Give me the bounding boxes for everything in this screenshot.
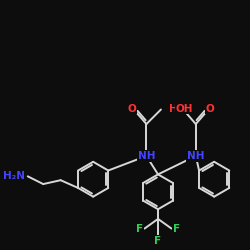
Text: O: O <box>128 104 136 114</box>
Text: F: F <box>136 224 143 234</box>
Text: H₂N: H₂N <box>3 171 25 181</box>
Text: F: F <box>154 236 162 246</box>
Text: OH: OH <box>176 104 193 114</box>
Text: NH: NH <box>138 151 155 161</box>
Text: O: O <box>206 104 215 114</box>
Text: NH: NH <box>187 151 204 161</box>
Text: HO: HO <box>169 104 186 114</box>
Text: F: F <box>173 224 180 234</box>
